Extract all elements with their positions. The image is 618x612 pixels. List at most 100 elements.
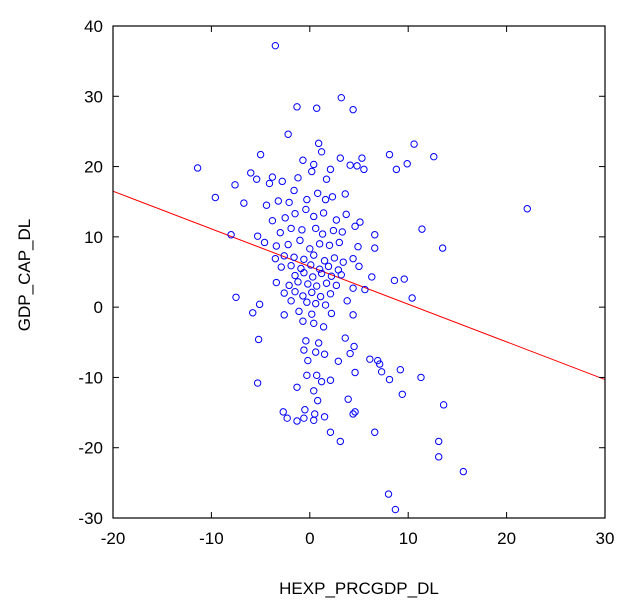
- y-tick-label: -10: [78, 368, 103, 387]
- data-point: [338, 228, 346, 236]
- data-point: [319, 209, 328, 217]
- data-point: [321, 195, 330, 204]
- data-point: [326, 376, 335, 384]
- x-tick-label: 20: [497, 529, 516, 548]
- y-tick-label: 40: [84, 17, 103, 36]
- data-point: [318, 230, 327, 238]
- data-point: [354, 242, 362, 251]
- data-point: [300, 255, 308, 264]
- y-tick-label: -30: [78, 509, 103, 528]
- data-point: [316, 292, 325, 301]
- data-point: [271, 254, 280, 263]
- data-point: [408, 294, 416, 302]
- data-point: [398, 390, 406, 398]
- data-point: [231, 181, 239, 189]
- x-tick-label: 10: [399, 529, 418, 548]
- data-point: [193, 164, 202, 172]
- data-point: [313, 189, 322, 197]
- data-point: [232, 293, 240, 302]
- data-point: [272, 278, 281, 287]
- data-point: [326, 165, 335, 174]
- data-point: [285, 198, 293, 207]
- data-point: [337, 271, 345, 279]
- data-point: [311, 410, 319, 418]
- data-point: [349, 105, 357, 114]
- data-point: [334, 357, 343, 365]
- y-tick-label: 30: [84, 87, 103, 106]
- data-point: [403, 160, 411, 168]
- data-point: [255, 300, 264, 309]
- data-point: [291, 287, 299, 296]
- data-point: [240, 199, 248, 207]
- data-point: [341, 190, 349, 198]
- data-point: [400, 275, 408, 283]
- data-point: [368, 273, 376, 281]
- data-point: [265, 179, 274, 188]
- data-point: [312, 299, 320, 308]
- data-point: [319, 323, 328, 331]
- data-point: [326, 290, 335, 298]
- data-point: [280, 252, 288, 260]
- data-point: [312, 348, 320, 356]
- data-point: [349, 254, 357, 263]
- data-point: [300, 346, 308, 354]
- data-point: [329, 226, 338, 235]
- data-point: [320, 350, 329, 358]
- data-point: [285, 281, 293, 290]
- data-point: [260, 238, 269, 247]
- data-point: [317, 269, 326, 278]
- x-tick-label: 0: [305, 529, 314, 548]
- data-point: [371, 244, 379, 252]
- data-point: [355, 262, 363, 271]
- x-tick-label: -10: [199, 529, 224, 548]
- plot-area-frame: [112, 25, 606, 519]
- data-point: [417, 373, 425, 382]
- data-point: [435, 437, 443, 446]
- data-point: [310, 319, 318, 328]
- data-point: [351, 368, 359, 377]
- data-point: [375, 360, 384, 368]
- data-point: [296, 236, 304, 245]
- data-point: [366, 355, 374, 363]
- data-point: [268, 216, 277, 225]
- data-point: [324, 262, 333, 271]
- data-point: [396, 365, 405, 374]
- data-point: [349, 284, 357, 292]
- data-point: [392, 165, 401, 174]
- data-point: [320, 257, 329, 265]
- data-point: [252, 175, 261, 183]
- data-point: [284, 240, 292, 249]
- data-point: [310, 387, 318, 395]
- data-point: [299, 317, 307, 325]
- data-point: [349, 311, 357, 319]
- data-point: [295, 307, 303, 316]
- data-point: [253, 232, 262, 240]
- data-point: [410, 140, 418, 148]
- data-point: [320, 413, 329, 421]
- data-point: [313, 396, 322, 405]
- data-point: [314, 139, 323, 148]
- data-point: [317, 148, 326, 156]
- data-point: [303, 298, 311, 306]
- data-point: [249, 309, 257, 317]
- data-point: [308, 310, 316, 318]
- data-point: [268, 173, 277, 181]
- data-point: [325, 241, 334, 249]
- data-point: [350, 342, 358, 351]
- y-axis-title: GDP_CAP_DL: [15, 219, 34, 331]
- data-point: [336, 437, 345, 446]
- data-point: [310, 251, 318, 259]
- data-point: [343, 297, 351, 305]
- data-point: [351, 222, 359, 231]
- data-point: [310, 416, 318, 425]
- data-point: [280, 289, 288, 297]
- data-point: [308, 167, 316, 176]
- data-point: [299, 156, 307, 164]
- data-point: [371, 231, 379, 239]
- data-point: [337, 93, 345, 102]
- data-point: [346, 161, 354, 169]
- y-tick-label: 20: [84, 158, 103, 177]
- data-point: [281, 214, 289, 222]
- data-point: [290, 253, 298, 261]
